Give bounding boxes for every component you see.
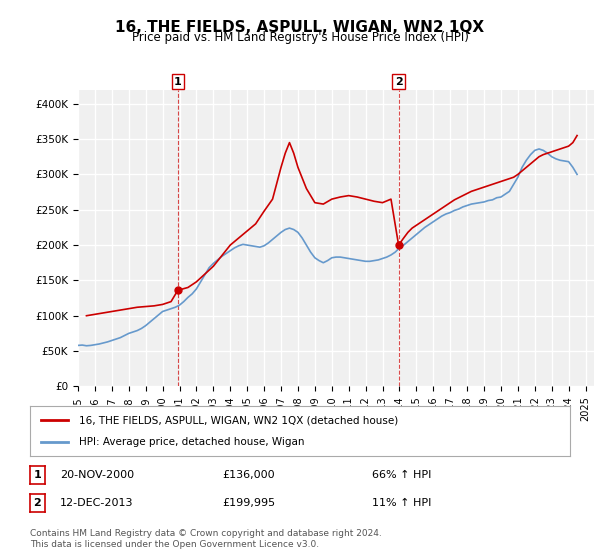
Text: 11% ↑ HPI: 11% ↑ HPI bbox=[372, 498, 431, 508]
Text: 2: 2 bbox=[395, 77, 403, 87]
Text: 20-NOV-2000: 20-NOV-2000 bbox=[60, 470, 134, 480]
Text: 2: 2 bbox=[34, 498, 41, 508]
Text: 12-DEC-2013: 12-DEC-2013 bbox=[60, 498, 133, 508]
Text: 16, THE FIELDS, ASPULL, WIGAN, WN2 1QX: 16, THE FIELDS, ASPULL, WIGAN, WN2 1QX bbox=[115, 20, 485, 35]
Text: 66% ↑ HPI: 66% ↑ HPI bbox=[372, 470, 431, 480]
Text: Price paid vs. HM Land Registry's House Price Index (HPI): Price paid vs. HM Land Registry's House … bbox=[131, 31, 469, 44]
Text: HPI: Average price, detached house, Wigan: HPI: Average price, detached house, Wiga… bbox=[79, 437, 304, 447]
Text: 1: 1 bbox=[34, 470, 41, 480]
Text: £199,995: £199,995 bbox=[222, 498, 275, 508]
Text: Contains HM Land Registry data © Crown copyright and database right 2024.
This d: Contains HM Land Registry data © Crown c… bbox=[30, 529, 382, 549]
Text: £136,000: £136,000 bbox=[222, 470, 275, 480]
Text: 16, THE FIELDS, ASPULL, WIGAN, WN2 1QX (detached house): 16, THE FIELDS, ASPULL, WIGAN, WN2 1QX (… bbox=[79, 415, 398, 425]
Text: 1: 1 bbox=[174, 77, 182, 87]
